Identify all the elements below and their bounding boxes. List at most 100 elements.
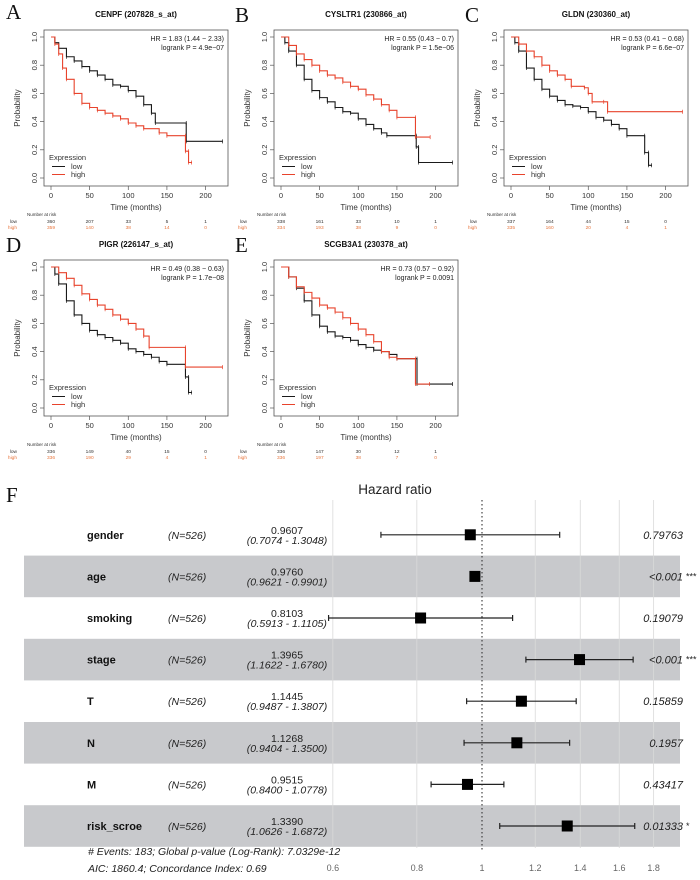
hr-ci: (1.0626 - 1.6872) <box>247 826 328 838</box>
y-tick-label: 0.4 <box>260 346 269 356</box>
risk-count: 30 <box>356 449 362 455</box>
survival-curve-high <box>281 36 431 138</box>
variable-label: stage <box>87 655 116 667</box>
risk-count: 336 <box>277 455 285 461</box>
survival-curve-low <box>51 266 192 394</box>
logrank-p-text: logrank P = 0.0091 <box>395 275 454 282</box>
forest-title: Hazard ratio <box>358 482 432 497</box>
legend-label-low: low <box>531 162 543 171</box>
panel-letter-d: D <box>6 233 22 257</box>
forest-footnote-2: AIC: 1860.4; Concordance Index: 0.69 <box>87 863 267 875</box>
legend-label-high: high <box>301 400 315 409</box>
sample-size: (N=526) <box>168 738 206 750</box>
risk-count: 335 <box>507 225 515 231</box>
risk-count: 15 <box>164 449 170 455</box>
x-tick-label: 0 <box>49 421 53 430</box>
km-panel-a: CENPF (207828_s_at) 0.0 0.2 0.4 0.6 0.8 1.0 Pro… <box>8 10 229 231</box>
y-axis-label: Probability <box>243 89 252 126</box>
hr-value: 1.1268 <box>271 733 303 745</box>
risk-count: 336 <box>277 449 285 455</box>
survival-curve-low <box>281 266 453 385</box>
risk-count: 193 <box>316 225 324 231</box>
risk-count: 5 <box>166 219 169 225</box>
risk-count: 359 <box>47 225 55 231</box>
significance-stars: * <box>686 821 690 831</box>
plot-frame <box>273 29 459 187</box>
forest-x-tick-label: 0.6 <box>327 863 340 873</box>
sample-size: (N=526) <box>168 821 206 833</box>
y-axis-label: Probability <box>243 319 252 356</box>
hr-marker <box>461 778 473 790</box>
hr-value: 0.9760 <box>271 566 303 578</box>
hr-marker <box>574 654 586 666</box>
risk-count: 149 <box>86 449 94 455</box>
legend-title: Expression <box>279 383 316 392</box>
risk-row-label-low: low <box>470 219 478 225</box>
risk-count: 38 <box>126 225 132 231</box>
x-axis-label: Time (months) <box>570 203 622 212</box>
hr-ci: (0.9487 - 1.3807) <box>247 701 328 713</box>
risk-count: 0 <box>204 449 207 455</box>
y-tick-label: 1.0 <box>30 262 39 272</box>
risk-count: 336 <box>47 449 55 455</box>
hazard-ratio-text: HR = 0.55 (0.43 − 0.7) <box>384 36 454 43</box>
forest-footnote-1: # Events: 183; Global p-value (Log-Rank)… <box>88 846 340 858</box>
x-axis-label: Time (months) <box>340 433 392 442</box>
risk-count: 0 <box>204 225 207 231</box>
sample-size: (N=526) <box>168 779 206 791</box>
risk-table-label: Number at risk <box>257 442 287 447</box>
legend-label-high: high <box>531 170 545 179</box>
legend-label-high: high <box>71 400 85 409</box>
risk-count: 334 <box>277 225 285 231</box>
risk-count: 161 <box>316 219 324 225</box>
hazard-ratio-text: HR = 1.83 (1.44 − 2.33) <box>150 36 224 43</box>
risk-table-label: Number at risk <box>257 212 287 217</box>
risk-table-label: Number at risk <box>27 442 57 447</box>
risk-row-label-high: high <box>238 455 247 461</box>
risk-count: 33 <box>356 219 362 225</box>
hr-marker <box>415 612 427 624</box>
sample-size: (N=526) <box>168 613 206 625</box>
significance-stars: *** <box>686 655 697 665</box>
hr-marker <box>469 570 481 582</box>
risk-row-label-low: low <box>10 449 18 455</box>
variable-label: M <box>87 779 96 791</box>
y-tick-label: 1.0 <box>490 32 499 42</box>
legend-label-low: low <box>301 392 313 401</box>
y-tick-label: 0.0 <box>30 173 39 183</box>
legend-label-low: low <box>71 392 83 401</box>
x-tick-label: 150 <box>161 421 174 430</box>
risk-row-label-high: high <box>238 225 247 231</box>
risk-count: 4 <box>626 225 629 231</box>
x-tick-label: 50 <box>315 421 323 430</box>
legend-title: Expression <box>279 153 316 162</box>
hr-value: 1.3965 <box>271 650 303 662</box>
risk-count: 1 <box>204 219 207 225</box>
y-tick-label: 0.2 <box>30 375 39 385</box>
y-tick-label: 0.8 <box>260 60 269 70</box>
x-tick-label: 0 <box>279 191 283 200</box>
sample-size: (N=526) <box>168 655 206 667</box>
hr-marker <box>561 820 573 832</box>
risk-count: 12 <box>394 449 400 455</box>
y-tick-label: 0.8 <box>260 290 269 300</box>
y-tick-label: 0.0 <box>260 403 269 413</box>
y-tick-label: 0.2 <box>30 145 39 155</box>
y-tick-label: 0.4 <box>260 116 269 126</box>
risk-count: 4 <box>166 455 169 461</box>
x-tick-label: 50 <box>85 421 93 430</box>
risk-count: 29 <box>126 455 132 461</box>
x-tick-label: 50 <box>545 191 553 200</box>
hazard-ratio-text: HR = 0.49 (0.38 − 0.63) <box>150 266 224 273</box>
x-tick-label: 100 <box>582 191 595 200</box>
x-tick-label: 100 <box>122 421 135 430</box>
variable-label: smoking <box>87 613 132 625</box>
risk-count: 38 <box>356 455 362 461</box>
variable-label: gender <box>87 530 124 542</box>
risk-row-label-low: low <box>240 449 248 455</box>
risk-table-label: Number at risk <box>27 212 57 217</box>
hr-value: 0.9607 <box>271 525 303 537</box>
legend-title: Expression <box>49 383 86 392</box>
p-value: <0.001 <box>649 655 683 667</box>
y-tick-label: 0.8 <box>490 60 499 70</box>
